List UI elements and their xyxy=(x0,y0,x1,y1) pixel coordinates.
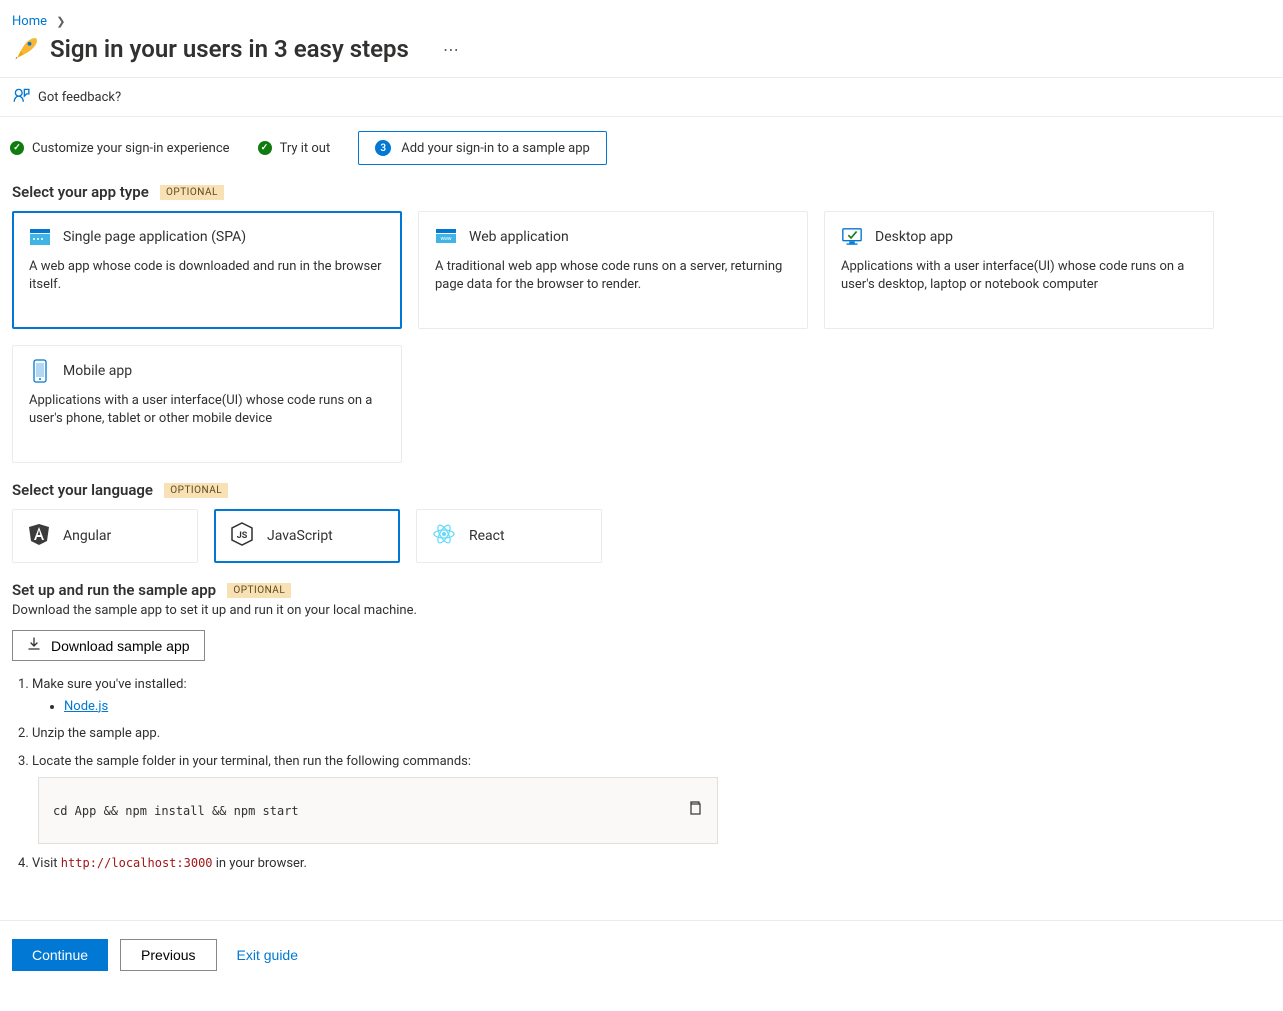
wizard-steps: ✓ Customize your sign-in experience ✓ Tr… xyxy=(0,117,1283,183)
lang-label: JavaScript xyxy=(267,528,333,544)
section-language: Select your language OPTIONAL Angular JS… xyxy=(0,481,1283,581)
command-text: cd App && npm install && npm start xyxy=(53,802,299,820)
card-desc: Applications with a user interface(UI) w… xyxy=(29,392,385,428)
setup-step-4: Visit http://localhost:3000 in your brow… xyxy=(32,854,1271,874)
copy-icon[interactable] xyxy=(687,800,703,821)
lang-javascript[interactable]: JS JavaScript xyxy=(214,509,400,563)
setup-step-1: Make sure you've installed: Node.js xyxy=(32,675,1271,716)
app-type-heading: Select your app type xyxy=(12,183,149,201)
page-title: Sign in your users in 3 easy steps xyxy=(50,35,409,63)
setup-subtext: Download the sample app to set it up and… xyxy=(12,603,1271,618)
card-desc: A traditional web app whose code runs on… xyxy=(435,258,791,294)
footer: Continue Previous Exit guide xyxy=(0,920,1283,989)
optional-badge: OPTIONAL xyxy=(164,483,228,498)
continue-button[interactable]: Continue xyxy=(12,939,108,971)
svg-text:JS: JS xyxy=(237,531,248,541)
check-icon: ✓ xyxy=(10,141,24,155)
toolbar: Got feedback? xyxy=(0,77,1283,117)
card-desc: A web app whose code is downloaded and r… xyxy=(29,258,385,294)
card-spa[interactable]: Single page application (SPA) A web app … xyxy=(12,211,402,329)
setup-heading: Set up and run the sample app xyxy=(12,581,216,599)
card-web-app[interactable]: www Web application A traditional web ap… xyxy=(418,211,808,329)
card-desktop-app[interactable]: Desktop app Applications with a user int… xyxy=(824,211,1214,329)
breadcrumb-home[interactable]: Home xyxy=(12,14,47,29)
download-sample-button[interactable]: Download sample app xyxy=(12,630,205,661)
page-header: Sign in your users in 3 easy steps ⋯ xyxy=(0,35,1283,77)
previous-button[interactable]: Previous xyxy=(120,939,216,971)
step-3[interactable]: 3 Add your sign-in to a sample app xyxy=(358,131,607,165)
section-setup: Set up and run the sample app OPTIONAL D… xyxy=(0,581,1283,900)
lang-react[interactable]: React xyxy=(416,509,602,563)
step-2-label: Try it out xyxy=(280,141,331,156)
card-title: Desktop app xyxy=(875,229,953,245)
card-desc: Applications with a user interface(UI) w… xyxy=(841,258,1197,294)
webapp-icon: www xyxy=(435,226,457,248)
optional-badge: OPTIONAL xyxy=(227,583,291,598)
feedback-link[interactable]: Got feedback? xyxy=(38,90,121,105)
language-heading: Select your language xyxy=(12,481,153,499)
setup-steps: Make sure you've installed: Node.js Unzi… xyxy=(12,675,1271,874)
rocket-icon xyxy=(12,35,40,63)
exit-guide-link[interactable]: Exit guide xyxy=(237,947,298,963)
chevron-right-icon: ❯ xyxy=(56,15,65,28)
step-1[interactable]: ✓ Customize your sign-in experience xyxy=(10,141,230,156)
step-number-badge: 3 xyxy=(375,140,391,156)
card-title: Single page application (SPA) xyxy=(63,229,246,245)
mobile-icon xyxy=(29,360,51,382)
javascript-icon: JS xyxy=(229,521,255,551)
lang-angular[interactable]: Angular xyxy=(12,509,198,563)
breadcrumb: Home ❯ xyxy=(0,0,1283,35)
card-title: Web application xyxy=(469,229,569,245)
card-title: Mobile app xyxy=(63,363,132,379)
lang-label: Angular xyxy=(63,528,111,544)
react-icon xyxy=(431,521,457,551)
step-3-label: Add your sign-in to a sample app xyxy=(401,141,590,156)
download-icon xyxy=(27,637,41,654)
setup-step-3: Locate the sample folder in your termina… xyxy=(32,752,1271,845)
setup-step-2: Unzip the sample app. xyxy=(32,724,1271,744)
step-2[interactable]: ✓ Try it out xyxy=(258,141,331,156)
command-box: cd App && npm install && npm start xyxy=(38,777,718,844)
svg-text:www: www xyxy=(441,236,452,242)
desktop-icon xyxy=(841,226,863,248)
step-1-label: Customize your sign-in experience xyxy=(32,141,230,156)
download-label: Download sample app xyxy=(51,638,190,654)
section-app-type: Select your app type OPTIONAL Single pag… xyxy=(0,183,1283,481)
feedback-icon xyxy=(12,86,30,108)
card-mobile-app[interactable]: Mobile app Applications with a user inte… xyxy=(12,345,402,463)
localhost-url: http://localhost:3000 xyxy=(61,856,213,870)
optional-badge: OPTIONAL xyxy=(160,185,224,200)
nodejs-link[interactable]: Node.js xyxy=(64,699,108,714)
angular-icon xyxy=(27,522,51,550)
more-icon[interactable]: ⋯ xyxy=(443,40,459,59)
check-icon: ✓ xyxy=(258,141,272,155)
lang-label: React xyxy=(469,528,505,544)
spa-icon xyxy=(29,226,51,248)
